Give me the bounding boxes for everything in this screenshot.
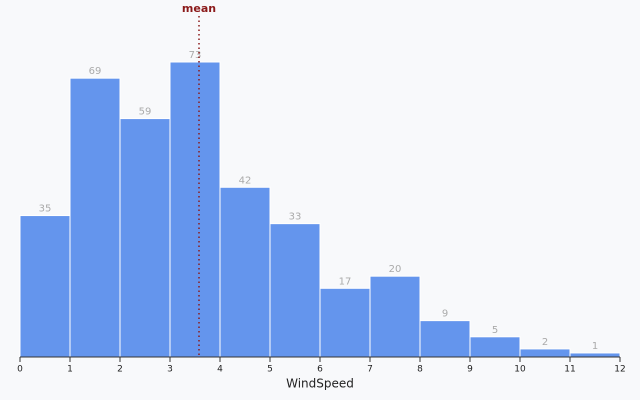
value-label: 20 [389, 264, 402, 275]
x-tick-label: 12 [614, 365, 625, 375]
x-tick-label: 7 [367, 365, 373, 375]
bar [169, 61, 221, 358]
bar [119, 118, 171, 358]
x-tick-label: 6 [317, 365, 323, 375]
value-label: 9 [442, 309, 448, 320]
value-label: 2 [542, 337, 548, 348]
x-tick-label: 4 [217, 365, 223, 375]
value-label: 33 [289, 212, 302, 223]
bar [569, 352, 621, 358]
bar [469, 336, 521, 358]
value-label: 73 [189, 50, 202, 61]
value-label: 1 [592, 341, 598, 352]
x-axis-title: WindSpeed [286, 377, 354, 391]
value-label: 59 [139, 107, 152, 118]
x-tick-label: 11 [564, 365, 575, 375]
bar [369, 275, 421, 358]
bar [519, 348, 571, 358]
value-label: 35 [39, 204, 52, 215]
x-tick-label: 10 [514, 365, 526, 375]
bar [69, 77, 121, 358]
x-tick-label: 5 [267, 365, 273, 375]
bar [19, 215, 71, 358]
value-label: 42 [239, 175, 252, 186]
x-tick-label: 3 [167, 365, 173, 375]
value-label: 69 [89, 66, 102, 77]
x-tick-label: 1 [67, 365, 73, 375]
bar [319, 287, 371, 358]
bar [219, 186, 271, 358]
bar [269, 223, 321, 358]
value-label: 5 [492, 325, 498, 336]
value-label: 17 [339, 276, 352, 287]
x-tick-label: 2 [117, 365, 123, 375]
bar [419, 320, 471, 358]
x-tick-label: 9 [467, 365, 473, 375]
x-tick-label: 0 [17, 365, 23, 375]
x-tick-label: 8 [417, 365, 423, 375]
mean-label: mean [182, 2, 216, 15]
